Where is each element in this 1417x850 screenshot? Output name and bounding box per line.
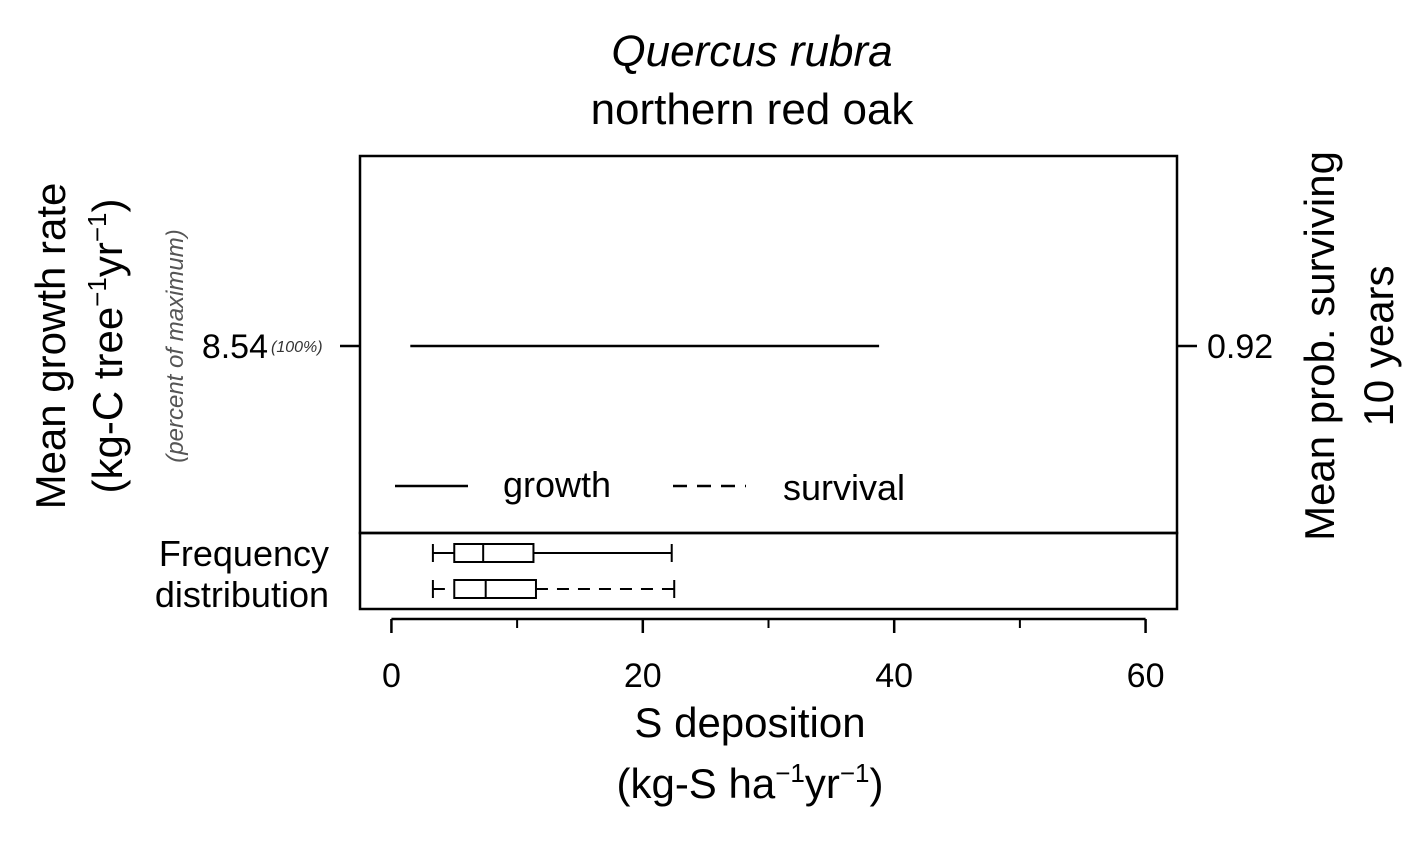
left-y-axis-title-line1: Mean growth rate — [27, 183, 74, 510]
x-tick-label-60: 60 — [1127, 657, 1165, 695]
right-y-tick-label: 0.92 — [1207, 328, 1273, 366]
left-y-tick-percent: (100%) — [271, 339, 323, 356]
chart-subtitle: northern red oak — [591, 85, 915, 134]
left-y-tick-label: 8.54 — [202, 328, 268, 366]
boxplot-survival — [431, 579, 676, 599]
legend-growth-label: growth — [503, 464, 611, 505]
right-y-axis-title-2: 10 years — [1355, 265, 1402, 426]
boxplot-growth-box — [453, 543, 535, 563]
legend-survival-label: survival — [783, 467, 905, 508]
freq-label-line1: Frequency — [159, 533, 329, 574]
chart-title: Quercus rubra — [611, 27, 892, 76]
left-y-axis-unit: (kg-C tree−1yr−1) — [82, 198, 131, 493]
right-y-axis-title-line1: Mean prob. surviving — [1296, 151, 1343, 541]
x-tick-label-40: 40 — [875, 657, 913, 695]
boxplot-layer — [431, 543, 676, 599]
left-y-axis-title: Mean growth rate — [27, 183, 74, 510]
right-y-axis-title-line2: 10 years — [1355, 265, 1402, 426]
freq-panel-frame — [358, 531, 1179, 611]
left-y-axis-note-text: (percent of maximum) — [162, 229, 189, 462]
boxplot-growth — [431, 543, 673, 563]
x-axis: 0 20 40 60 — [382, 617, 1165, 695]
x-tick-label-0: 0 — [382, 657, 401, 695]
left-y-axis-note: (percent of maximum) — [162, 229, 189, 462]
boxplot-survival-box — [453, 579, 537, 599]
x-axis-unit: (kg-S ha−1yr−1) — [616, 758, 883, 807]
x-axis-title: S deposition — [634, 699, 865, 746]
legend: growth survival — [395, 464, 905, 508]
left-y-axis-unit-text: (kg-C tree−1yr−1) — [82, 198, 131, 493]
right-y-axis-title: Mean prob. surviving — [1296, 151, 1343, 541]
freq-label-line2: distribution — [155, 574, 329, 615]
plot-frame — [358, 154, 1179, 535]
x-tick-label-20: 20 — [624, 657, 662, 695]
